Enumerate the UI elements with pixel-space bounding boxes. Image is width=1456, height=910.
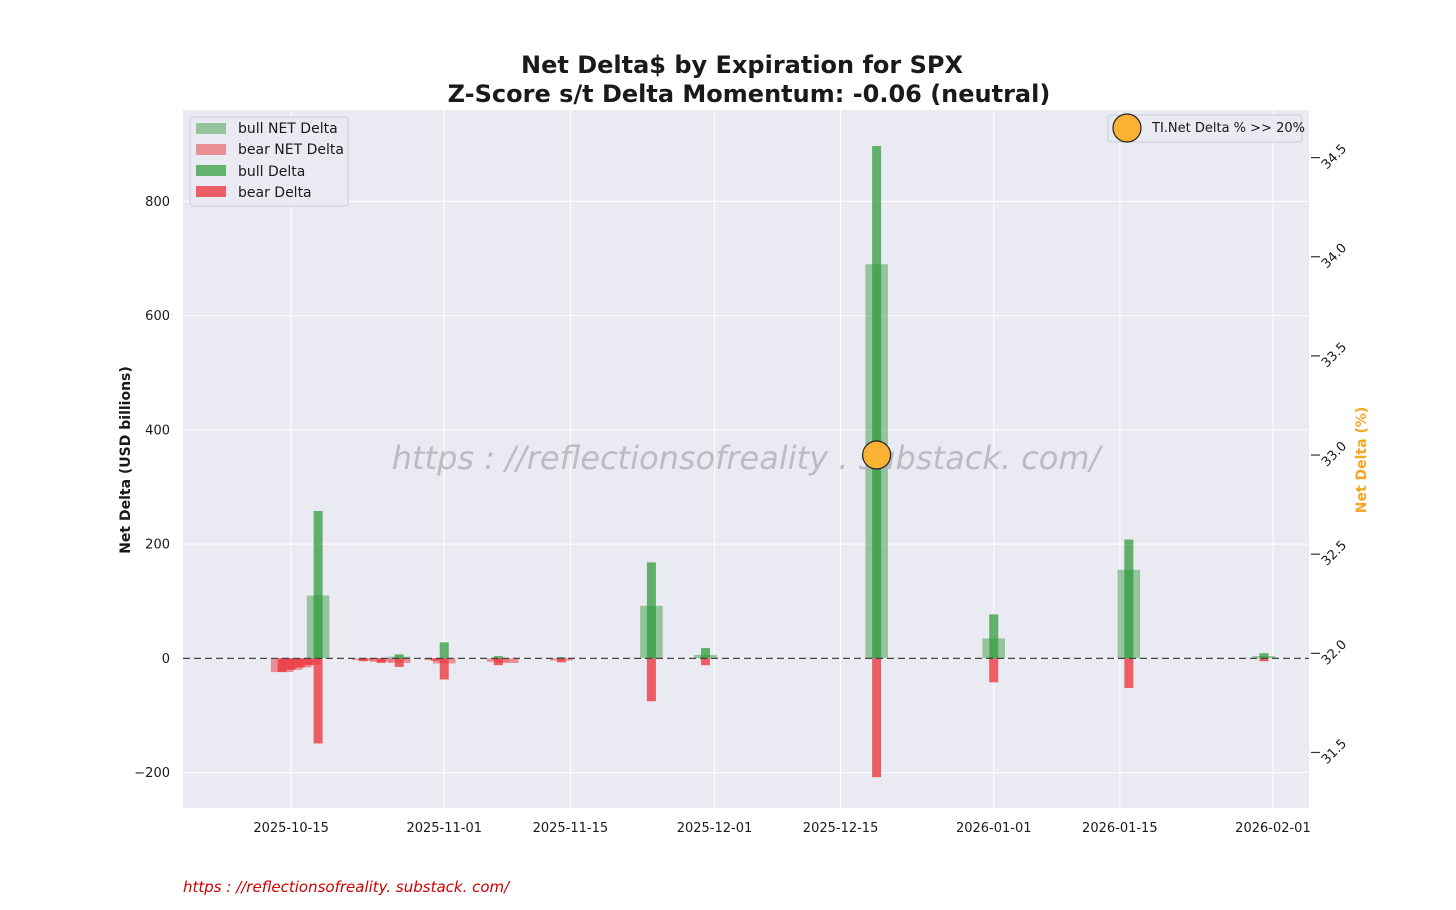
bar-bear-delta [439,658,449,680]
bar-bear-delta [277,658,287,673]
bar-bear-delta [430,658,440,661]
marker-legend-swatch [1112,113,1142,143]
bar-bear-delta [304,658,314,666]
bar-bear-delta [313,658,323,744]
bar-bear-delta [493,658,503,666]
y2-tick-label: 33.5 [1319,340,1350,371]
bar-bull-delta [394,654,404,659]
bar-bull-delta [989,614,999,659]
legend-label-bear-net: bear NET Delta [238,142,344,158]
legend-swatch-bull-delta [196,165,226,176]
bar-bear-delta [394,658,404,667]
x-tick-label: 2026-01-01 [956,821,1032,836]
legend: bull NET Delta bear NET Delta bull Delta… [189,116,349,207]
x-tick-label: 2025-11-15 [533,821,609,836]
bar-bull-delta [1124,539,1134,659]
y2-tick-label: 34.0 [1319,241,1350,272]
y-tick-label: 0 [162,652,170,667]
y2-tick-label: 33.0 [1319,439,1350,470]
y-tick-label: 800 [145,195,170,210]
legend-label-bull-delta: bull Delta [238,164,305,180]
bar-bull-delta [646,562,656,659]
x-tick-label: 2025-10-15 [253,821,329,836]
y2-tick-label: 32.0 [1319,637,1350,668]
legend-swatch-bull-net [196,123,226,134]
bar-bull-delta [700,648,710,659]
bar-bull-delta [313,510,323,659]
y-tick-label: 400 [145,423,170,438]
watermark-text: https : //reflectionsofreality . substac… [392,439,1104,477]
x-axis-ticks: 2025-10-15 2025-11-01 2025-11-15 2025-12-01… [253,821,1310,836]
bar-bull-delta [439,642,449,659]
y2-axis-label: Net Delta (%) [1354,407,1370,514]
y2-tick-label: 34.5 [1319,142,1350,173]
y-tick-label: 200 [145,538,170,553]
bar-bear-delta [358,658,368,662]
bar-bear-delta [295,658,305,668]
bar-bear-delta [700,658,710,666]
bar-bear-delta [1259,658,1269,662]
legend-label-bear-delta: bear Delta [238,185,312,201]
chart-subtitle: Z-Score s/t Delta Momentum: -0.06 (neutr… [448,80,1051,108]
x-tick-label: 2026-02-01 [1235,821,1311,836]
legend-label-bull-net: bull NET Delta [238,121,338,137]
legend-box [189,116,349,207]
x-tick-label: 2026-01-15 [1082,821,1158,836]
legend-swatch-bear-net [196,144,226,155]
marker-point [862,440,892,470]
bar-bull-delta [493,656,503,659]
plot-area [183,110,1309,808]
y-axis-label: Net Delta (USD billions) [118,366,134,554]
marker-legend-box [1107,114,1303,143]
y-axis-ticks: −200 0 200 400 600 800 [134,195,170,781]
x-tick-label: 2025-12-01 [677,821,753,836]
x-tick-label: 2025-11-01 [406,821,482,836]
x-tick-label: 2025-12-15 [803,821,879,836]
bar-bear-net-delta [496,658,519,663]
y2-axis-ticks: 31.5 32.0 32.5 33.0 33.5 34.0 34.5 [1311,142,1350,768]
marker-legend: TI.Net Delta % >> 20% [1107,113,1305,143]
bar-bear-delta [646,658,656,702]
bar-bear-delta [286,658,296,670]
bar-bull-delta [1259,653,1269,659]
bar-bear-delta [989,658,999,683]
y2-tick-label: 31.5 [1319,736,1350,767]
bar-bear-delta [376,658,386,663]
chart-title: Net Delta$ by Expiration for SPX [521,51,963,79]
bar-bull-delta [872,145,882,659]
bar-bear-delta [872,658,882,778]
bar-bear-delta [1124,658,1134,689]
y2-tick-label: 32.5 [1319,538,1350,569]
marker-layer [862,440,892,470]
legend-swatch-bear-delta [196,186,226,197]
bar-bear-delta [556,658,566,663]
marker-legend-label: TI.Net Delta % >> 20% [1151,121,1305,136]
y-tick-label: 600 [145,309,170,324]
footer-link[interactable]: https : //reflectionsofreality. substack… [183,878,510,896]
y-tick-label: −200 [134,766,170,781]
